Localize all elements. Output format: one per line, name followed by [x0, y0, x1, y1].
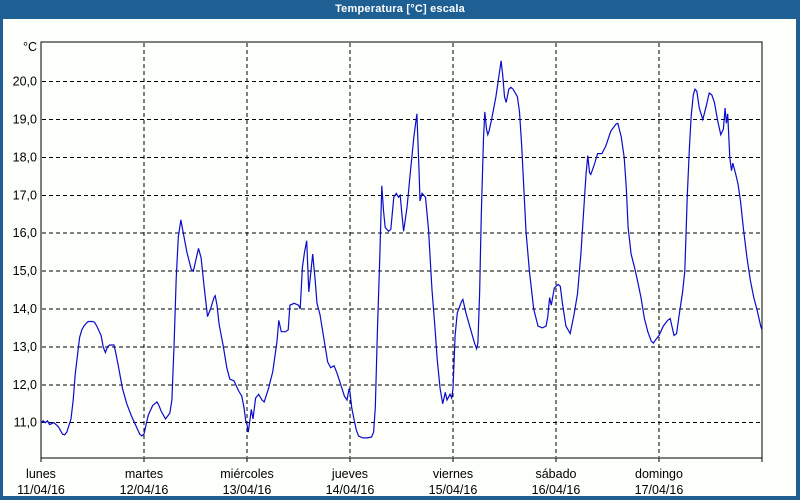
x-axis-day-label: sábado [535, 467, 576, 481]
title-bar[interactable]: Temperatura [°C] escala [0, 0, 800, 19]
plot-border [40, 41, 763, 459]
x-axis-day-label: miércoles [220, 467, 274, 481]
x-axis-date-label: 14/04/16 [326, 483, 375, 497]
window-border-left [0, 19, 3, 500]
x-axis-day-label: martes [125, 467, 163, 481]
y-axis-label: 14,0 [13, 302, 37, 316]
y-axis-label: 16,0 [13, 226, 37, 240]
x-axis-date-label: 13/04/16 [223, 483, 272, 497]
x-axis-date-label: 15/04/16 [429, 483, 478, 497]
y-axis-label: 11,0 [14, 416, 37, 430]
temperature-line [40, 60, 763, 439]
window-border-right [796, 19, 800, 500]
x-axis-date-label: 11/04/16 [17, 483, 65, 497]
x-axis-date-label: 17/04/16 [635, 483, 684, 497]
x-axis-day-label: jueves [331, 467, 368, 481]
x-axis-day-label: lunes [26, 467, 56, 481]
x-axis-date-label: 12/04/16 [120, 483, 169, 497]
y-axis-label: 15,0 [13, 264, 37, 278]
window-title: Temperatura [°C] escala [335, 3, 465, 15]
x-axis-date-label: 16/04/16 [532, 483, 581, 497]
x-axis-day-label: domingo [635, 467, 683, 481]
x-axis-day-label: viernes [433, 467, 473, 481]
y-axis-label: 12,0 [13, 378, 37, 392]
y-axis-label: 18,0 [13, 150, 37, 164]
y-axis-label: 20,0 [13, 75, 37, 89]
y-axis-label: 13,0 [13, 340, 37, 354]
y-axis-label: 17,0 [13, 188, 37, 202]
window-border-bottom [0, 496, 800, 500]
y-axis-label: 19,0 [13, 113, 37, 127]
y-axis-unit-label: °C [23, 40, 37, 54]
